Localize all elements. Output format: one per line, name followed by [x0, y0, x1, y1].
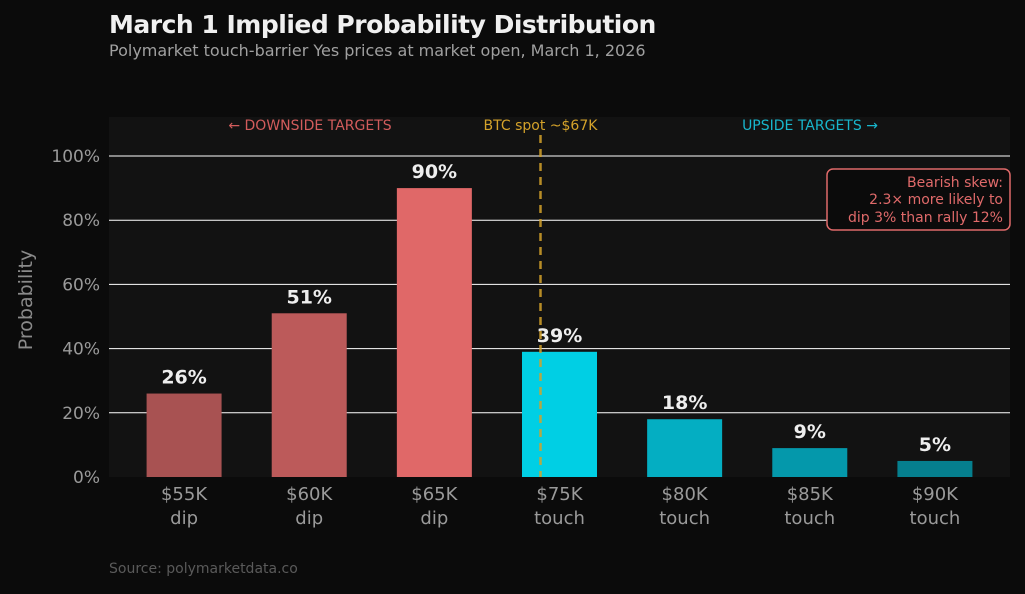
- bearish-skew-annotation: Bearish skew: 2.3× more likely to dip 3%…: [826, 168, 1011, 231]
- y-tick-label: 60%: [62, 275, 100, 295]
- x-tick-label: $60K: [286, 484, 333, 505]
- x-tick-label: $80K: [662, 484, 709, 505]
- y-tick-label: 20%: [62, 404, 100, 424]
- x-tick-label: touch: [659, 508, 710, 529]
- chart-title: March 1 Implied Probability Distribution: [109, 10, 656, 39]
- data-label: 18%: [662, 392, 707, 414]
- y-tick-label: 40%: [62, 340, 100, 360]
- data-label: 5%: [919, 434, 951, 456]
- bar: [522, 351, 597, 477]
- data-label: 39%: [537, 325, 582, 347]
- y-tick-label: 80%: [62, 211, 100, 231]
- x-tick-label: dip: [295, 508, 323, 529]
- x-tick-label: $75K: [536, 484, 583, 505]
- data-label: 9%: [794, 421, 826, 443]
- data-label: 90%: [412, 161, 457, 183]
- data-label: 26%: [161, 367, 206, 389]
- annotation-line-3: dip 3% than rally 12%: [848, 210, 1003, 226]
- bar: [271, 313, 347, 477]
- y-axis-label: Probability: [15, 250, 37, 350]
- bar: [647, 419, 723, 477]
- x-tick-label: $85K: [787, 484, 834, 505]
- chart-subtitle: Polymarket touch-barrier Yes prices at m…: [109, 41, 646, 60]
- annotation-line-2: 2.3× more likely to: [869, 192, 1003, 208]
- x-tick-label: touch: [784, 508, 835, 529]
- x-tick-label: $65K: [411, 484, 458, 505]
- x-tick-label: touch: [910, 508, 961, 529]
- x-tick-label: dip: [420, 508, 448, 529]
- source-note: Source: polymarketdata.co: [109, 561, 298, 577]
- btc-spot-label: BTC spot ~$67K: [484, 118, 599, 134]
- bar: [897, 460, 973, 477]
- bar: [146, 393, 222, 477]
- x-tick-label: $55K: [161, 484, 208, 505]
- x-tick-label: dip: [170, 508, 198, 529]
- y-tick-label: 100%: [51, 147, 100, 167]
- y-tick-label: 0%: [73, 468, 100, 488]
- x-tick-label: touch: [534, 508, 585, 529]
- annotation-line-1: Bearish skew:: [907, 175, 1003, 191]
- bar: [396, 188, 472, 477]
- x-tick-label: $90K: [912, 484, 959, 505]
- annotation-box: [826, 168, 1011, 231]
- bar: [772, 448, 848, 477]
- upside-targets-label: UPSIDE TARGETS →: [742, 118, 878, 134]
- data-label: 51%: [286, 286, 331, 308]
- downside-targets-label: ← DOWNSIDE TARGETS: [228, 118, 391, 134]
